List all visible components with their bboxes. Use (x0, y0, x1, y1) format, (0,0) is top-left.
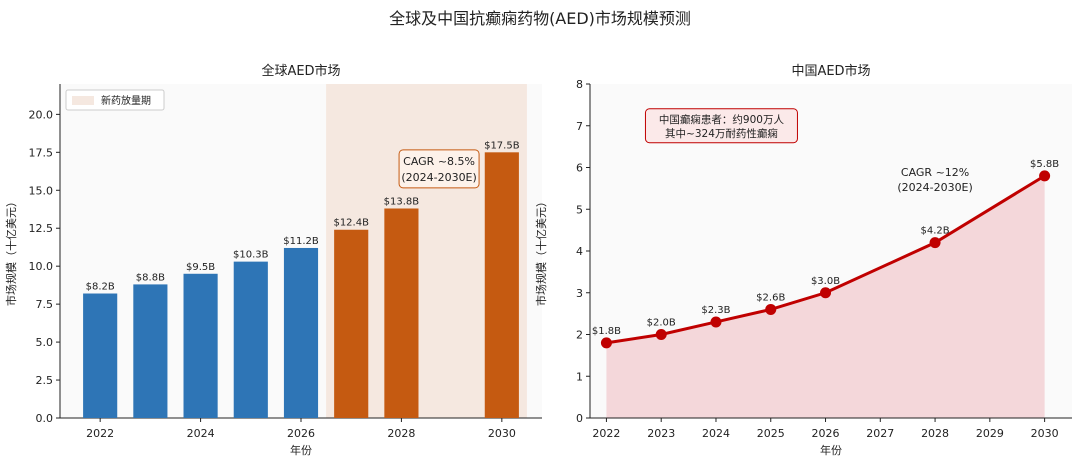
global-y-tick-label: 17.5 (29, 146, 54, 159)
china-y-tick-label: 6 (576, 162, 583, 175)
global-bar-data-label: $9.5B (186, 262, 215, 273)
china-note-box (644, 108, 798, 144)
global-y-tick-label: 2.5 (36, 374, 54, 387)
china-x-tick-label: 2025 (757, 427, 785, 440)
global-y-label: 市场规模（十亿美元） (4, 196, 18, 306)
global-cagr-range: (2024-2030E) (401, 171, 477, 184)
global-aed-chart: 0.0 2.5 5.0 7.5 10.0 12.5 15.0 17.5 20.0 2022 2024… (4, 63, 542, 457)
china-cagr-text: CAGR ~12% (901, 166, 969, 179)
global-bar-data-label: $13.8B (384, 196, 420, 207)
china-data-point (929, 237, 941, 249)
china-data-point (1039, 170, 1051, 182)
global-title: 全球AED市场 (261, 63, 340, 79)
global-bar (484, 152, 519, 418)
global-x-tick-label: 2024 (187, 427, 215, 440)
global-bar-data-label: $11.2B (283, 236, 319, 247)
china-aed-chart: 0 1 2 3 4 5 6 7 8 2022 2023 2024 2025 2026 2027 2028 202… (534, 63, 1072, 457)
china-x-tick-label: 2023 (647, 427, 675, 440)
global-y-tick-label: 5.0 (36, 336, 54, 349)
global-x-tick-label: 2030 (488, 427, 516, 440)
china-y-tick-label: 2 (576, 329, 583, 342)
global-y-tick-label: 0.0 (36, 412, 54, 425)
global-bar (233, 261, 268, 418)
china-y-tick-label: 1 (576, 370, 583, 383)
global-x-label: 年份 (290, 443, 312, 457)
china-x-tick-label: 2028 (921, 427, 949, 440)
china-y-tick-label: 3 (576, 287, 583, 300)
global-x-tick-label: 2022 (86, 427, 114, 440)
china-data-point (820, 287, 832, 299)
global-y-tick-label: 7.5 (36, 298, 54, 311)
china-y-tick-label: 7 (576, 120, 583, 133)
china-y-tick-label: 0 (576, 412, 583, 425)
global-cagr-text: CAGR ~8.5% (403, 155, 475, 168)
global-bar-data-label: $8.2B (86, 282, 115, 293)
china-x-tick-label: 2026 (812, 427, 840, 440)
global-bar (334, 229, 369, 418)
china-y-tick-label: 5 (576, 203, 583, 216)
global-bar (283, 247, 319, 418)
global-bar-data-label: $17.5B (484, 140, 520, 151)
china-point-data-label: $4.2B (920, 226, 949, 237)
china-point-data-label: $5.8B (1030, 159, 1059, 170)
china-point-data-label: $2.3B (701, 305, 730, 316)
global-legend-swatch (72, 96, 94, 105)
global-y-tick-label: 15.0 (29, 184, 54, 197)
global-cagr-box (398, 149, 480, 189)
china-y-tick-label: 4 (576, 245, 583, 258)
global-bar (83, 293, 118, 418)
china-data-point (655, 329, 667, 340)
china-data-point (710, 316, 722, 328)
china-point-data-label: $2.6B (756, 292, 785, 303)
china-title: 中国AED市场 (791, 63, 870, 79)
global-bar-data-label: $12.4B (333, 218, 369, 229)
china-point-data-label: $3.0B (811, 276, 840, 287)
china-data-point (765, 303, 777, 315)
china-y-label: 市场规模（十亿美元） (534, 196, 548, 306)
china-point-data-label: $2.0B (647, 318, 676, 329)
global-y-tick-label: 20.0 (29, 108, 54, 121)
global-x-tick-label: 2026 (287, 427, 315, 440)
china-note-line-1: 中国癫痫患者：约900万人 (659, 113, 785, 126)
china-point-data-label: $1.8B (592, 326, 621, 337)
china-note-line-2: 其中~324万耐药性癫痫 (665, 127, 778, 140)
china-x-tick-label: 2024 (702, 427, 730, 440)
china-cagr-range: (2024-2030E) (897, 181, 973, 194)
global-bar-data-label: $8.8B (136, 272, 165, 283)
china-x-tick-label: 2029 (976, 427, 1004, 440)
global-bar-data-label: $10.3B (233, 250, 269, 261)
global-y-tick-label: 10.0 (29, 260, 54, 273)
global-legend-label: 新药放量期 (101, 94, 151, 107)
global-y-tick-label: 12.5 (29, 222, 54, 235)
china-y-tick-label: 8 (576, 78, 583, 91)
global-x-tick-label: 2028 (387, 427, 415, 440)
china-x-tick-label: 2027 (866, 427, 894, 440)
china-x-label: 年份 (820, 443, 842, 457)
china-data-point (600, 337, 612, 349)
global-bar (183, 273, 218, 418)
china-x-tick-label: 2022 (592, 427, 620, 440)
global-bar (133, 284, 168, 418)
figure-suptitle: 全球及中国抗癫痫药物(AED)市场规模预测 (389, 9, 691, 28)
global-bar (384, 208, 419, 418)
china-x-tick-label: 2030 (1031, 427, 1059, 440)
